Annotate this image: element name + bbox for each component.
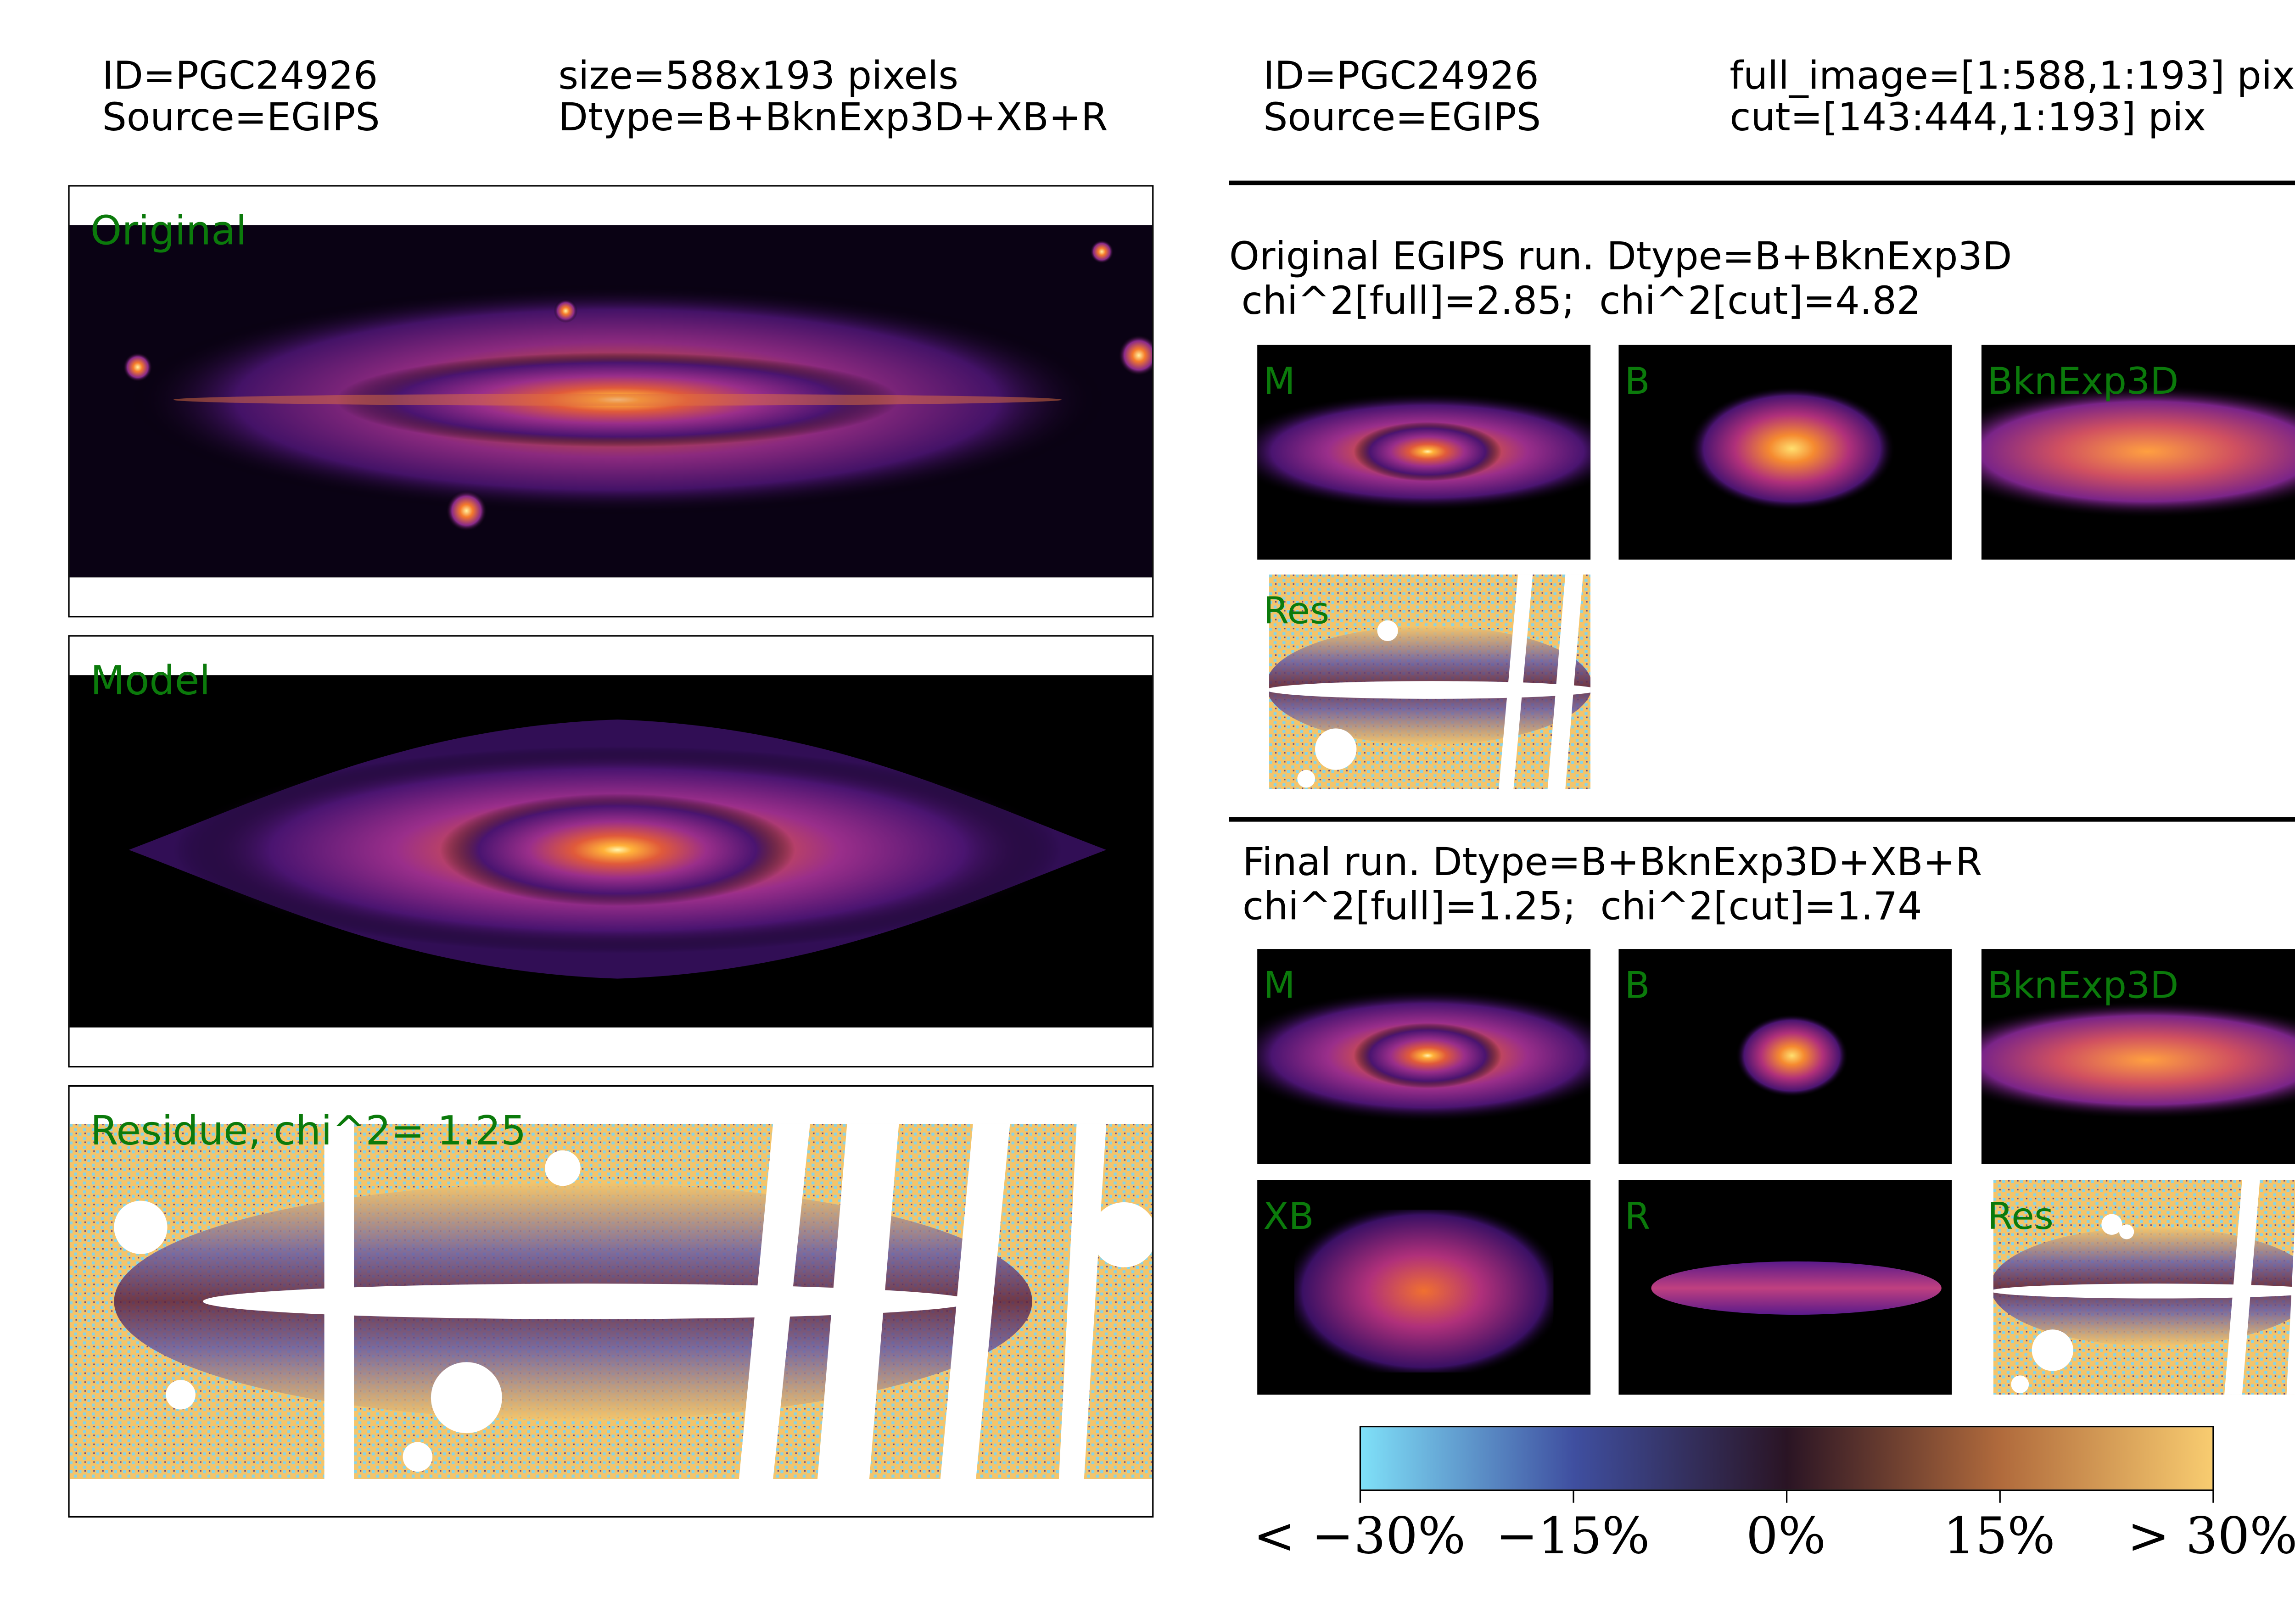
left-header-source: Source=EGIPS (102, 96, 380, 141)
colorbar-label-neg15: −15% (1495, 1507, 1650, 1567)
final-run-ring-thumb (1618, 1180, 1952, 1395)
right-header-id: ID=PGC24926 (1263, 55, 1539, 100)
colorbar-label-max: > 30% (2127, 1507, 2295, 1567)
final-run-model-thumb (1257, 949, 1591, 1164)
model-label: Model (90, 659, 211, 705)
residue-image (69, 1123, 1153, 1479)
final-run-title: Final run. Dtype=B+BknExp3D+XB+R (1242, 841, 1982, 886)
right-header-cut: cut=[143:444,1:193] pix (1730, 96, 2206, 141)
final-run-model-label: M (1263, 964, 1295, 1007)
colorbar-label-zero: 0% (1746, 1507, 1826, 1567)
left-header-size: size=588x193 pixels (558, 55, 959, 100)
orig-run-model-thumb (1257, 345, 1591, 560)
orig-run-residual-label: Res (1263, 589, 1330, 632)
residue-label: Residue, chi^2= 1.25 (90, 1109, 526, 1155)
final-run-residual-thumb (1993, 1180, 2295, 1395)
orig-run-model-label: M (1263, 360, 1295, 403)
final-run-bulge-label: B (1624, 964, 1650, 1007)
separator-middle (1229, 817, 2295, 822)
left-header-id: ID=PGC24926 (102, 55, 378, 100)
original-run-chi2: chi^2[full]=2.85; chi^2[cut]=4.82 (1229, 279, 1921, 324)
orig-run-bulge-thumb (1618, 345, 1952, 560)
residual-colorbar (1359, 1426, 2214, 1491)
model-image (69, 675, 1153, 1028)
original-image (69, 225, 1153, 578)
colorbar-tick-1 (1359, 1490, 1362, 1503)
original-label: Original (90, 208, 247, 255)
final-run-residual-label: Res (1987, 1194, 2054, 1238)
final-run-chi2: chi^2[full]=1.25; chi^2[cut]=1.74 (1242, 885, 1922, 930)
colorbar-tick-4 (1999, 1490, 2001, 1503)
final-run-ring-label: R (1624, 1194, 1651, 1238)
final-run-disk-thumb (1981, 949, 2295, 1164)
colorbar-tick-2 (1573, 1490, 1575, 1503)
orig-run-residual-thumb (1269, 574, 1591, 789)
colorbar-tick-5 (2212, 1490, 2215, 1503)
orig-run-bulge-label: B (1624, 360, 1650, 403)
right-header-source: Source=EGIPS (1263, 96, 1541, 141)
left-header-dtype: Dtype=B+BknExp3D+XB+R (558, 96, 1108, 141)
final-run-bulge-thumb (1618, 949, 1952, 1164)
final-run-xbar-label: XB (1263, 1194, 1314, 1238)
orig-run-disk-thumb (1981, 345, 2295, 560)
colorbar-label-pos15: 15% (1943, 1507, 2055, 1567)
orig-run-disk-label: BknExp3D (1987, 360, 2179, 403)
final-run-disk-label: BknExp3D (1987, 964, 2179, 1007)
colorbar-tick-3 (1786, 1490, 1788, 1503)
final-run-xbar-thumb (1257, 1180, 1591, 1395)
separator-top (1229, 180, 2295, 185)
right-header-full-image: full_image=[1:588,1:193] pix (1730, 55, 2295, 100)
original-run-title: Original EGIPS run. Dtype=B+BknExp3D (1229, 235, 2012, 280)
colorbar-label-min: < −30% (1253, 1507, 1466, 1567)
